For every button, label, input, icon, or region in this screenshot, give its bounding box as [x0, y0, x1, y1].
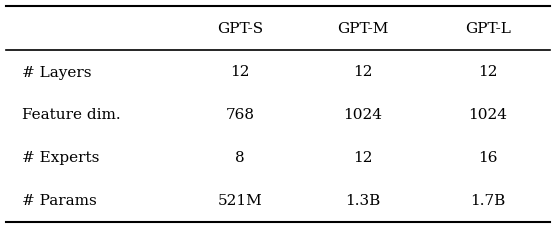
- Text: GPT-M: GPT-M: [337, 22, 388, 36]
- Text: 1.3B: 1.3B: [345, 193, 380, 207]
- Text: 521M: 521M: [217, 193, 262, 207]
- Text: 768: 768: [225, 108, 254, 122]
- Text: 16: 16: [478, 151, 498, 165]
- Text: 12: 12: [353, 151, 372, 165]
- Text: 8: 8: [235, 151, 245, 165]
- Text: 12: 12: [230, 65, 250, 79]
- Text: GPT-L: GPT-L: [465, 22, 511, 36]
- Text: # Layers: # Layers: [22, 65, 92, 79]
- Text: 1024: 1024: [343, 108, 382, 122]
- Text: 1024: 1024: [468, 108, 507, 122]
- Text: # Experts: # Experts: [22, 151, 100, 165]
- Text: 12: 12: [353, 65, 372, 79]
- Text: 1.7B: 1.7B: [470, 193, 505, 207]
- Text: # Params: # Params: [22, 193, 97, 207]
- Text: 12: 12: [478, 65, 498, 79]
- Text: Feature dim.: Feature dim.: [22, 108, 121, 122]
- Text: GPT-S: GPT-S: [217, 22, 263, 36]
